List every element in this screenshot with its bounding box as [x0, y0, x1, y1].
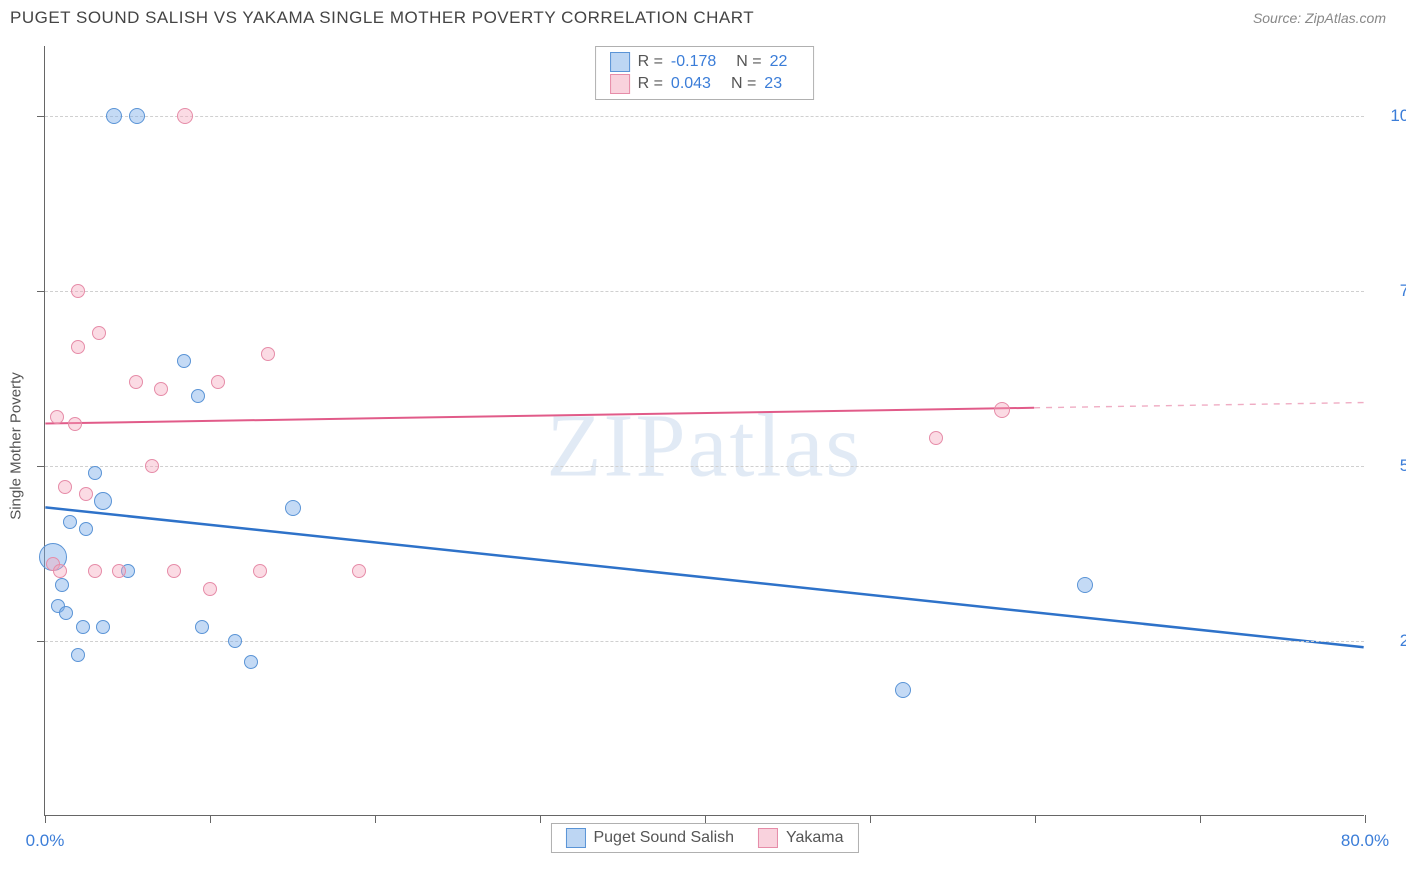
- stats-box: R = -0.178 N = 22 R = 0.043 N = 23: [595, 46, 815, 100]
- scatter-point: [106, 108, 122, 124]
- stat-r-label: R =: [638, 75, 663, 93]
- swatch-blue-icon: [610, 52, 630, 72]
- scatter-point: [71, 284, 85, 298]
- scatter-point: [994, 402, 1010, 418]
- swatch-pink-icon: [610, 74, 630, 94]
- chart-plot-area: ZIPatlas 25.0%50.0%75.0%100.0%0.0%80.0% …: [44, 46, 1364, 816]
- scatter-point: [211, 375, 225, 389]
- tick-x: [705, 815, 706, 823]
- scatter-point: [261, 347, 275, 361]
- gridline-h: [45, 641, 1364, 642]
- scatter-point: [63, 515, 77, 529]
- plot-surface: ZIPatlas 25.0%50.0%75.0%100.0%0.0%80.0%: [45, 46, 1364, 815]
- tick-x: [375, 815, 376, 823]
- scatter-point: [53, 564, 67, 578]
- scatter-point: [112, 564, 126, 578]
- scatter-point: [253, 564, 267, 578]
- scatter-point: [285, 500, 301, 516]
- scatter-point: [55, 578, 69, 592]
- y-tick-label: 100.0%: [1378, 106, 1406, 126]
- scatter-point: [1077, 577, 1093, 593]
- scatter-point: [59, 606, 73, 620]
- scatter-point: [154, 382, 168, 396]
- y-tick-label: 75.0%: [1378, 281, 1406, 301]
- scatter-point: [58, 480, 72, 494]
- gridline-h: [45, 116, 1364, 117]
- legend-label-1: Yakama: [786, 829, 844, 847]
- scatter-point: [177, 354, 191, 368]
- gridline-h: [45, 466, 1364, 467]
- x-tick-label: 80.0%: [1341, 831, 1389, 851]
- legend-label-0: Puget Sound Salish: [593, 829, 734, 847]
- tick-x: [540, 815, 541, 823]
- scatter-point: [50, 410, 64, 424]
- trend-line-dashed: [1034, 403, 1364, 408]
- scatter-point: [191, 389, 205, 403]
- stat-r-value-1: 0.043: [671, 75, 711, 93]
- scatter-point: [71, 340, 85, 354]
- scatter-point: [228, 634, 242, 648]
- y-axis-title: Single Mother Poverty: [8, 372, 25, 520]
- x-tick-label: 0.0%: [26, 831, 65, 851]
- tick-x: [1365, 815, 1366, 823]
- tick-x: [870, 815, 871, 823]
- legend: Puget Sound Salish Yakama: [550, 823, 858, 853]
- scatter-point: [92, 326, 106, 340]
- tick-x: [1200, 815, 1201, 823]
- trend-line-solid: [45, 408, 1034, 424]
- scatter-point: [96, 620, 110, 634]
- stats-row-0: R = -0.178 N = 22: [610, 51, 800, 73]
- scatter-point: [79, 487, 93, 501]
- y-tick-label: 25.0%: [1378, 631, 1406, 651]
- tick-y: [37, 641, 45, 642]
- stats-row-1: R = 0.043 N = 23: [610, 73, 800, 95]
- scatter-point: [68, 417, 82, 431]
- trend-line-solid: [45, 507, 1363, 647]
- swatch-pink-icon: [758, 828, 778, 848]
- stat-n-value-0: 22: [770, 53, 788, 71]
- tick-x: [1035, 815, 1036, 823]
- scatter-point: [129, 375, 143, 389]
- scatter-point: [244, 655, 258, 669]
- scatter-point: [167, 564, 181, 578]
- scatter-point: [929, 431, 943, 445]
- stat-n-label: N =: [731, 75, 756, 93]
- scatter-point: [352, 564, 366, 578]
- stat-n-label: N =: [736, 53, 761, 71]
- legend-item-1: Yakama: [758, 828, 844, 848]
- scatter-point: [94, 492, 112, 510]
- scatter-point: [895, 682, 911, 698]
- swatch-blue-icon: [565, 828, 585, 848]
- tick-y: [37, 291, 45, 292]
- scatter-point: [195, 620, 209, 634]
- y-tick-label: 50.0%: [1378, 456, 1406, 476]
- stat-r-value-0: -0.178: [671, 53, 716, 71]
- scatter-point: [76, 620, 90, 634]
- scatter-point: [203, 582, 217, 596]
- scatter-point: [88, 466, 102, 480]
- scatter-point: [145, 459, 159, 473]
- tick-y: [37, 116, 45, 117]
- tick-x: [210, 815, 211, 823]
- chart-header: PUGET SOUND SALISH VS YAKAMA SINGLE MOTH…: [0, 0, 1406, 32]
- scatter-point: [88, 564, 102, 578]
- gridline-h: [45, 291, 1364, 292]
- stat-n-value-1: 23: [764, 75, 782, 93]
- scatter-point: [79, 522, 93, 536]
- chart-title: PUGET SOUND SALISH VS YAKAMA SINGLE MOTH…: [10, 8, 754, 28]
- scatter-point: [71, 648, 85, 662]
- chart-source: Source: ZipAtlas.com: [1253, 10, 1386, 26]
- tick-y: [37, 466, 45, 467]
- scatter-point: [177, 108, 193, 124]
- tick-x: [45, 815, 46, 823]
- legend-item-0: Puget Sound Salish: [565, 828, 734, 848]
- trend-lines-svg: [45, 46, 1364, 815]
- stat-r-label: R =: [638, 53, 663, 71]
- scatter-point: [129, 108, 145, 124]
